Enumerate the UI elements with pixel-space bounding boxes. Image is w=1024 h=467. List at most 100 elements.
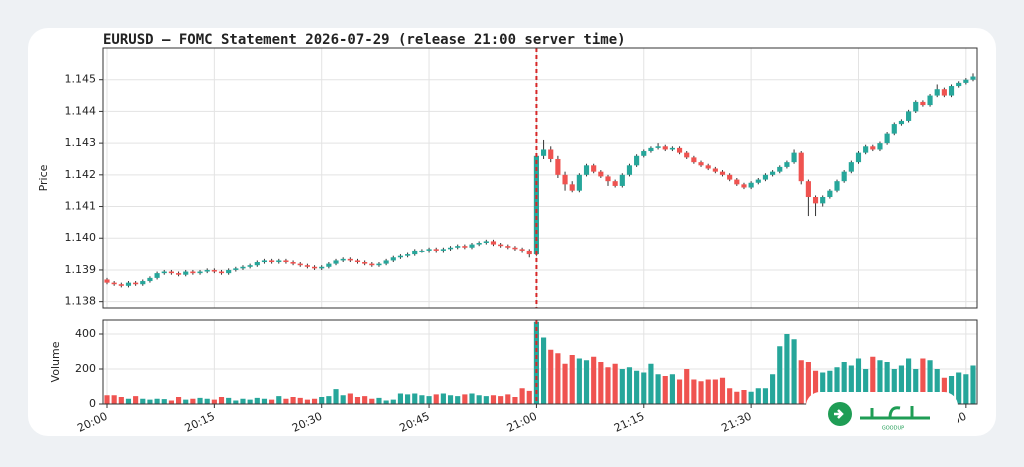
volume-bar <box>920 358 926 404</box>
candle-body <box>218 271 225 274</box>
y-tick-label: 1.143 <box>65 136 97 149</box>
candle-body <box>455 246 461 248</box>
volume-bar <box>676 379 683 404</box>
candle-body <box>405 254 411 256</box>
volume-bar <box>748 391 754 404</box>
candle-body <box>755 179 761 183</box>
candle-body <box>770 171 776 175</box>
y-tick-label: 1.141 <box>65 200 97 213</box>
volume-bar <box>519 388 525 404</box>
volume-bar <box>498 396 504 404</box>
volume-bar <box>161 399 167 404</box>
volume-bar <box>104 395 110 404</box>
volume-bar <box>276 396 282 404</box>
candle-body <box>684 152 690 158</box>
volume-bar <box>283 398 289 404</box>
candle-body <box>333 260 339 264</box>
y-tick-label: 1.142 <box>65 168 97 181</box>
volume-bar <box>655 374 661 404</box>
candle-body <box>175 273 182 275</box>
watermark-text: GOODUP <box>882 426 904 432</box>
volume-bar <box>147 399 153 404</box>
candle-body <box>777 166 783 172</box>
candle-body <box>197 271 203 274</box>
volume-bar <box>226 397 232 404</box>
y-tick-label: 1.140 <box>65 231 97 244</box>
candle-body <box>569 184 575 191</box>
candle-body <box>576 174 582 191</box>
volume-bar <box>483 396 489 404</box>
candle-body <box>283 260 289 263</box>
candle-body <box>326 263 332 267</box>
candle-body <box>562 174 568 185</box>
candle-body <box>941 89 947 96</box>
candle-body <box>719 171 726 175</box>
candle-body <box>548 149 554 159</box>
volume-bar <box>741 390 747 404</box>
volume-bar <box>798 360 804 404</box>
volume-bar <box>662 376 668 404</box>
candle-body <box>512 247 518 250</box>
candle-body <box>956 82 962 87</box>
candle-body <box>254 262 260 266</box>
candle-body <box>440 249 446 251</box>
volume-bar <box>691 379 697 404</box>
volume-bar <box>841 362 847 404</box>
candle-body <box>712 168 718 172</box>
volume-bar <box>426 396 432 404</box>
volume-bar <box>311 398 318 404</box>
candle-body <box>734 179 740 185</box>
candle-body <box>619 174 625 186</box>
volume-bar <box>855 358 862 404</box>
y-tick-label: 1.139 <box>65 263 97 276</box>
candle-body <box>397 255 404 258</box>
volume-bar <box>891 369 897 404</box>
volume-bar <box>118 397 124 404</box>
volume-bar <box>469 393 475 404</box>
volume-bar <box>390 399 396 404</box>
candle-body <box>261 260 268 263</box>
candle-body <box>140 281 146 285</box>
candle-body <box>354 260 361 263</box>
volume-bar <box>591 356 597 404</box>
volume-bar <box>333 389 339 404</box>
volume-bar <box>648 363 654 404</box>
volume-bar <box>913 369 919 404</box>
candle-body <box>133 282 139 285</box>
volume-bar <box>576 358 582 404</box>
volume-bar <box>583 360 590 404</box>
volume-bar <box>863 369 869 404</box>
price-frame <box>102 47 978 309</box>
candle-body <box>727 174 733 180</box>
volume-bar <box>383 400 389 404</box>
volume-bar <box>168 400 174 404</box>
candle-body <box>762 174 769 180</box>
candle-body <box>698 162 704 166</box>
candle-body <box>791 152 797 163</box>
volume-bar <box>948 376 955 404</box>
candle-body <box>583 165 590 175</box>
candle-body <box>447 247 454 250</box>
candle-body <box>362 262 368 264</box>
volume-bar <box>784 334 790 404</box>
volume-bar <box>319 397 325 404</box>
candle-body <box>676 147 683 153</box>
volume-bar <box>125 398 132 404</box>
candle-body <box>505 246 511 248</box>
candle-body <box>462 246 468 248</box>
volume-bar <box>719 377 726 404</box>
volume-bar <box>247 399 253 404</box>
volume-bar <box>834 367 840 404</box>
volume-bar <box>762 388 769 404</box>
candle-body <box>211 269 217 272</box>
volume-bar <box>354 397 361 404</box>
volume-bar <box>870 356 876 404</box>
candle-body <box>948 86 955 96</box>
volume-bar <box>777 346 783 404</box>
volume-bar <box>240 398 246 404</box>
candle-body <box>426 249 432 251</box>
volume-bar <box>154 398 160 404</box>
volume-bar <box>340 395 346 404</box>
volume-bar <box>884 362 890 404</box>
